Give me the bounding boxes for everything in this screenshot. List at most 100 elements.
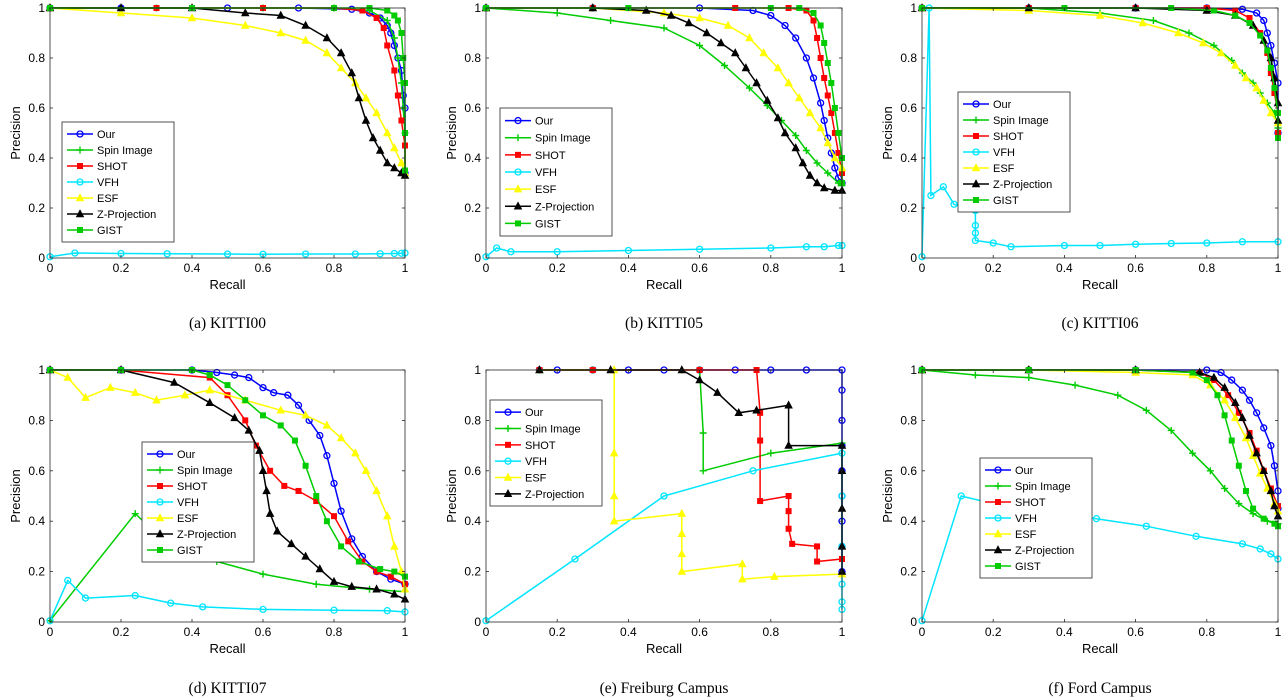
y-tick-label: 1 xyxy=(38,363,45,377)
data-point xyxy=(535,365,544,374)
data-point xyxy=(1210,42,1218,49)
data-point xyxy=(1221,484,1229,492)
legend-marker xyxy=(993,529,1003,538)
data-point xyxy=(272,526,282,535)
x-tick-label: 0.4 xyxy=(1056,261,1073,275)
legend-marker xyxy=(156,450,164,458)
legend-marker xyxy=(504,408,512,416)
y-tick-label: 0.6 xyxy=(28,464,45,478)
data-point xyxy=(802,243,811,251)
legend-marker xyxy=(514,116,522,125)
legend-marker xyxy=(76,130,84,138)
legend-item: SHOT xyxy=(963,131,1024,143)
data-point xyxy=(1142,406,1150,414)
series-line xyxy=(50,369,406,585)
y-tick-label: 0.6 xyxy=(28,101,45,115)
axes-frame xyxy=(485,7,843,259)
legend-label: Z-Projection xyxy=(1015,545,1074,557)
legend-label: SHOT xyxy=(177,481,208,493)
legend-item: Z-Projection xyxy=(963,179,1052,191)
legend-label: Z-Projection xyxy=(993,179,1052,191)
data-point xyxy=(259,605,267,614)
data-point xyxy=(338,543,345,550)
data-point xyxy=(971,221,980,230)
legend-label: VFH xyxy=(97,177,119,189)
panel-caption: (d) KITTI07 xyxy=(189,680,267,697)
data-point xyxy=(331,513,337,520)
data-point xyxy=(1096,241,1104,250)
chart-panel-3: 0 0.2 0.4 0.6 0.8 1 0 0.2 0.4 0.6 0.8 1 Recall Precis… xyxy=(880,1,1283,332)
data-point xyxy=(240,20,250,29)
data-point xyxy=(810,17,817,24)
legend-item: ESF xyxy=(67,193,119,205)
data-point xyxy=(789,540,796,547)
axes-frame xyxy=(49,7,406,259)
data-point xyxy=(757,498,764,505)
legend-item: Our xyxy=(985,465,1034,477)
data-point xyxy=(372,486,381,495)
data-point xyxy=(805,108,815,117)
data-point xyxy=(1206,467,1214,475)
series-esf xyxy=(45,365,410,593)
legend-item: VFH xyxy=(147,497,199,509)
legend-marker xyxy=(994,482,1002,490)
data-point xyxy=(784,400,793,409)
y-tick-label: 0 xyxy=(910,615,917,629)
data-point xyxy=(696,42,704,49)
data-point xyxy=(831,105,838,111)
data-point xyxy=(384,7,391,14)
series-line xyxy=(49,579,406,622)
data-point xyxy=(336,48,346,57)
legend-item: Z-Projection xyxy=(505,201,594,213)
legend-label: ESF xyxy=(1015,529,1037,541)
data-point xyxy=(792,132,800,139)
legend-item: GIST xyxy=(67,225,123,237)
x-tick-label: 0.8 xyxy=(762,261,779,275)
data-point xyxy=(276,10,286,19)
data-point xyxy=(1270,501,1279,510)
data-point xyxy=(1167,239,1175,248)
data-point xyxy=(816,99,825,107)
data-point xyxy=(301,35,310,44)
data-point xyxy=(1192,532,1200,540)
x-tick-label: 0.2 xyxy=(113,625,130,639)
data-point xyxy=(1228,376,1236,384)
y-tick-label: 0.8 xyxy=(900,413,917,427)
data-point xyxy=(205,385,215,394)
data-point xyxy=(1214,392,1221,399)
legend-label: Z-Projection xyxy=(525,489,584,501)
data-point xyxy=(493,244,501,252)
data-point xyxy=(641,5,651,14)
data-point xyxy=(770,571,779,580)
data-point xyxy=(1007,243,1015,251)
legend-label: Z-Projection xyxy=(97,209,156,221)
legend: Our Spin Image SHOT VFH ESF Z-Projection GIST xyxy=(141,441,255,563)
y-tick-label: 0.4 xyxy=(464,151,481,165)
data-point xyxy=(699,429,707,437)
data-point xyxy=(245,373,253,382)
chart-panel-6: 0 0.2 0.4 0.6 0.8 1 0 0.2 0.4 0.6 0.8 1 Recall Precis… xyxy=(880,363,1283,697)
data-point xyxy=(391,12,398,19)
series-vfh xyxy=(482,241,846,261)
data-point xyxy=(773,113,783,122)
data-point xyxy=(323,518,330,525)
x-tick-label: 0 xyxy=(483,261,490,275)
data-point xyxy=(269,389,278,397)
data-point xyxy=(805,170,815,179)
data-point xyxy=(276,28,286,37)
data-point xyxy=(830,185,840,194)
data-point xyxy=(336,63,346,72)
data-point xyxy=(277,422,284,429)
x-tick-label: 1 xyxy=(1275,261,1282,275)
x-tick-label: 0.4 xyxy=(1056,625,1073,639)
y-tick-label: 1 xyxy=(38,1,45,15)
data-point xyxy=(351,250,359,258)
x-axis-label: Recall xyxy=(646,277,682,292)
y-axis-label: Precision xyxy=(880,106,895,159)
data-point xyxy=(1203,239,1211,247)
legend-item: VFH xyxy=(505,167,557,179)
data-point xyxy=(1220,395,1229,404)
data-point xyxy=(1221,412,1228,419)
legend-item: Z-Projection xyxy=(67,209,156,221)
data-point xyxy=(1259,465,1269,475)
